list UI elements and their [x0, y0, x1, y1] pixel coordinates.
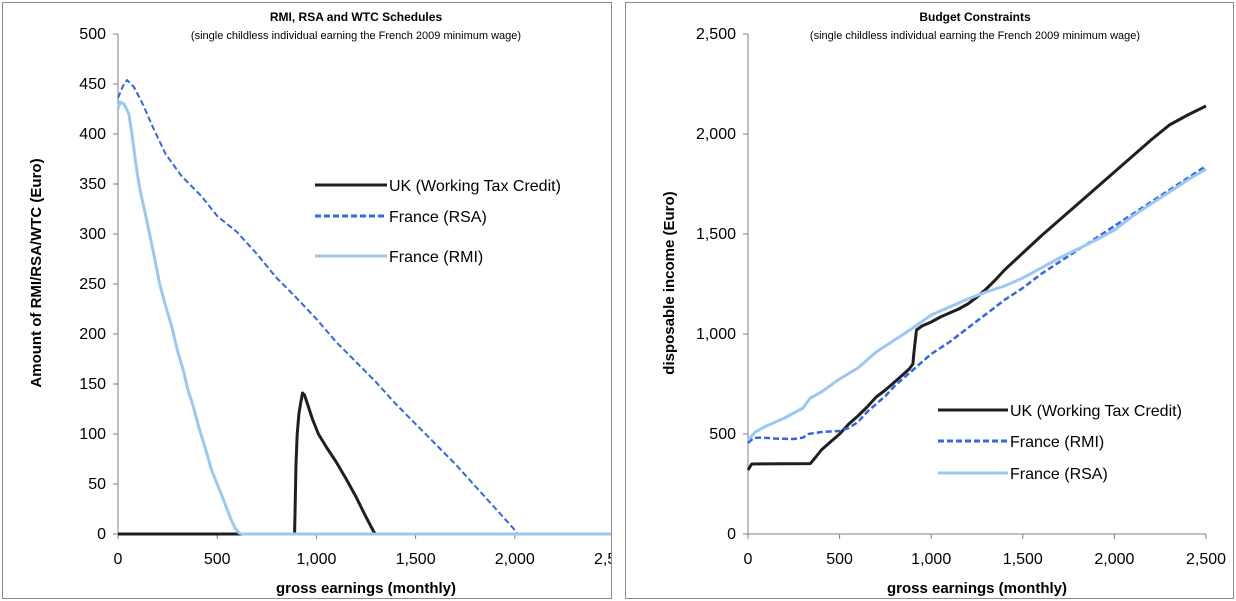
y-tick-label: 300	[79, 226, 106, 243]
y-axis-title: Amount of RMI/RSA/WTC (Euro)	[28, 158, 45, 387]
y-tick-label: 400	[79, 126, 106, 143]
x-tick-label: 1,500	[396, 551, 436, 568]
chart-title: Budget Constraints	[919, 10, 1031, 24]
x-tick-label: 2,000	[495, 551, 535, 568]
legend-label-3: France (RMI)	[389, 249, 483, 266]
legend-label-2: France (RSA)	[389, 209, 487, 226]
x-axis-title: gross earnings (monthly)	[276, 580, 456, 597]
y-tick-label: 450	[79, 76, 106, 93]
y-tick-label: 1,000	[696, 326, 736, 343]
y-tick-label: 0	[97, 526, 106, 543]
legend-label-1: UK (Working Tax Credit)	[1010, 403, 1182, 420]
budget-constraints-chart: Budget Constraints (single childless indi…	[661, 10, 1226, 597]
x-tick-label: 1,000	[911, 551, 951, 568]
y-tick-label: 50	[88, 476, 106, 493]
legend-label-3: France (RSA)	[1010, 466, 1108, 483]
chart-subtitle: (single childless individual earning the…	[810, 30, 1140, 42]
schedules-chart: RMI, RSA and WTC Schedules (single childl…	[28, 10, 612, 597]
y-tick-label: 500	[79, 26, 106, 43]
series-line-2	[117, 79, 611, 535]
legend-label-1: UK (Working Tax Credit)	[389, 178, 561, 195]
x-tick-label: 500	[826, 551, 853, 568]
x-tick-label: 0	[114, 551, 123, 568]
x-tick-label: 2,500	[1186, 551, 1226, 568]
x-axis-title: gross earnings (monthly)	[887, 580, 1067, 597]
series-line-3	[116, 100, 611, 536]
series-line-2	[747, 164, 1207, 444]
y-tick-label: 2,000	[696, 126, 736, 143]
y-tick-label: 250	[79, 276, 106, 293]
x-tick-label: 500	[204, 551, 231, 568]
y-tick-label: 150	[79, 376, 106, 393]
y-tick-label: 500	[709, 426, 736, 443]
y-tick-label: 200	[79, 326, 106, 343]
x-tick-label: 1,000	[296, 551, 336, 568]
chart-title: RMI, RSA and WTC Schedules	[270, 10, 443, 24]
legend-label-2: France (RMI)	[1010, 434, 1104, 451]
chart-subtitle: (single childless individual earning the…	[191, 30, 521, 42]
series-line-1	[118, 391, 611, 536]
chart-panel-budget-constraints: Budget Constraints (single childless indi…	[625, 2, 1234, 599]
y-tick-label: 350	[79, 176, 106, 193]
x-tick-label: 1,500	[1003, 551, 1043, 568]
y-axis-title: disposable income (Euro)	[661, 191, 678, 374]
x-tick-label: 2,500	[594, 551, 612, 568]
x-tick-label: 2,000	[1094, 551, 1134, 568]
y-tick-label: 2,500	[696, 26, 736, 43]
x-tick-label: 0	[744, 551, 753, 568]
y-tick-label: 0	[727, 526, 736, 543]
y-tick-label: 100	[79, 426, 106, 443]
series-line-3	[746, 167, 1207, 442]
chart-panel-schedules: RMI, RSA and WTC Schedules (single childl…	[2, 2, 612, 599]
y-tick-label: 1,500	[696, 226, 736, 243]
